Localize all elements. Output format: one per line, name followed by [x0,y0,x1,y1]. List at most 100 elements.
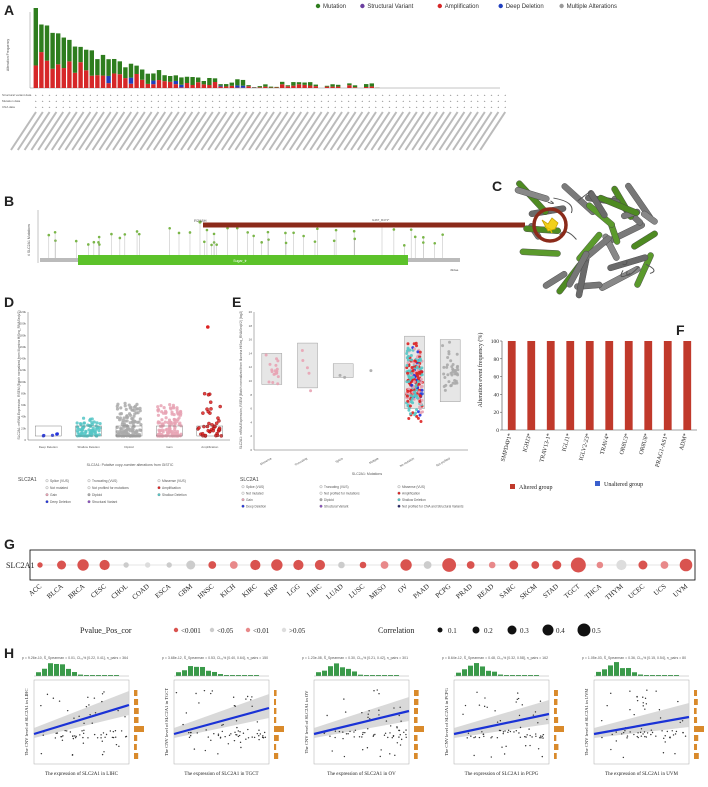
panel-a-plus-mark: + [361,105,363,109]
panel-h-point [258,735,260,737]
panel-d-ytick: 20k [21,426,26,430]
panel-h-right-hist [134,717,139,723]
panel-e-point [447,352,451,356]
panel-h-point [491,736,493,738]
panel-e-xtick: Missense [259,456,272,466]
panel-h-top-hist [528,675,533,676]
panel-g-cancer-label: KIRC [241,582,259,599]
panel-a-plus-mark: + [266,99,268,103]
panel-e-point [416,396,420,400]
panel-f-legend-swatch [595,481,600,486]
panel-h-top-hist [602,669,607,676]
panel-a-plus-mark: + [457,105,459,109]
panel-a-plus-mark: + [157,99,159,103]
panel-h-top-hist [504,675,509,676]
panel-a-plus-mark: + [287,105,289,109]
panel-h-point [61,739,64,741]
panel-h-point [399,734,401,736]
panel-a-plus-mark: + [382,105,384,109]
panel-h-top-hist [382,675,387,676]
panel-h-point [644,735,646,738]
panel-h-point [615,740,618,742]
panel-a-bar [190,77,195,85]
panel-h-point [650,733,652,736]
panel-a-cancer-label [329,111,357,151]
panel-h-point [93,697,96,699]
panel-e-point [369,369,373,373]
panel-h-point [645,736,648,738]
panel-e-point [445,365,449,369]
panel-a-plus-mark: + [205,99,207,103]
panel-c-loop [626,266,640,276]
panel-a-plus-mark: + [144,93,146,97]
panel-e-point [412,390,416,394]
panel-h-point [518,732,520,734]
panel-b-stick-head [292,231,295,235]
panel-a-plus-mark: + [49,93,51,97]
panel-a-bar [100,54,106,76]
panel-a-plus-mark: + [55,93,57,97]
panel-h-right-hist [274,753,279,759]
panel-h-stat: p = 1.05e-03, Ŝ_Spearman = 0.36, CI₉₅% [… [582,655,686,660]
panel-g-cancer-label: CESC [89,582,108,600]
panel-a-bar [285,85,290,87]
panel-h-point [640,728,643,730]
panel-a-cancer-label [71,111,99,151]
panel-a-bar [117,61,122,75]
panel-g-dot [144,562,151,568]
panel-h-point [334,730,337,732]
panel-a-bar [347,85,352,88]
panel-a-cancer-label [139,111,167,151]
panel-label-h: H [4,645,15,661]
panel-g-cancer-label: THCA [583,582,603,600]
panel-a-bar [61,37,66,69]
panel-a-plus-mark: + [42,105,44,109]
panel-h-point [263,731,266,734]
panel-h-right-hist [554,717,559,723]
panel-a-cancer-label [118,111,146,151]
panel-h-point [55,732,57,735]
panel-d-point [161,411,166,415]
panel-f-bar [507,341,516,430]
panel-h-stat: p = 9.26e-10, Ŝ_Spearman = 0.01, CI₉₅% [… [22,655,128,660]
panel-h-point [54,737,57,739]
panel-a-plus-mark: + [389,99,391,103]
panel-a-cancer-label [78,111,105,151]
panel-e-point [273,369,277,373]
panel-d-point [156,433,160,437]
panel-h-top-hist [66,668,71,676]
panel-h-point [380,749,382,751]
panel-h-point [66,730,68,732]
panel-h-point [498,729,501,732]
panel-a-plus-mark: + [429,93,431,97]
panel-label-g: G [4,536,15,552]
panel-d-legend-label: Truncating (VUS) [92,479,117,483]
panel-d-point [127,427,131,431]
panel-d-point [156,421,160,425]
panel-h-top-hist [212,671,217,676]
panel-e-xtick: Not profiled [435,456,451,467]
panel-h-point [82,742,85,744]
panel-a-plus-mark: + [477,93,479,97]
panel-a-bar [44,60,50,88]
panel-b-stick-head [110,232,113,236]
panel-d-point [172,406,176,410]
panel-h-point [502,732,504,735]
panel-h-point [504,730,506,732]
panel-a-plus-mark: + [436,105,438,109]
panel-a-plus-mark: + [219,105,221,109]
panel-a-plus-mark: + [123,105,125,109]
panel-a-cancer-label [465,111,493,151]
panel-h-ylabel: The CNV level of SLC2A1 in OV [304,690,309,754]
panel-h-point [389,725,392,727]
panel-a-plus-mark: + [246,105,248,109]
panel-h-right-hist [134,753,139,759]
panel-d-ytick: 180k [19,333,26,337]
panel-a-plus-mark: + [497,99,499,103]
panel-d-point [206,325,210,329]
panel-a-cancer-label [275,111,303,151]
panel-b-stick-head [260,241,263,244]
panel-d-point [208,400,213,404]
panel-g-dot [552,560,562,570]
panel-a-bar [179,84,184,88]
